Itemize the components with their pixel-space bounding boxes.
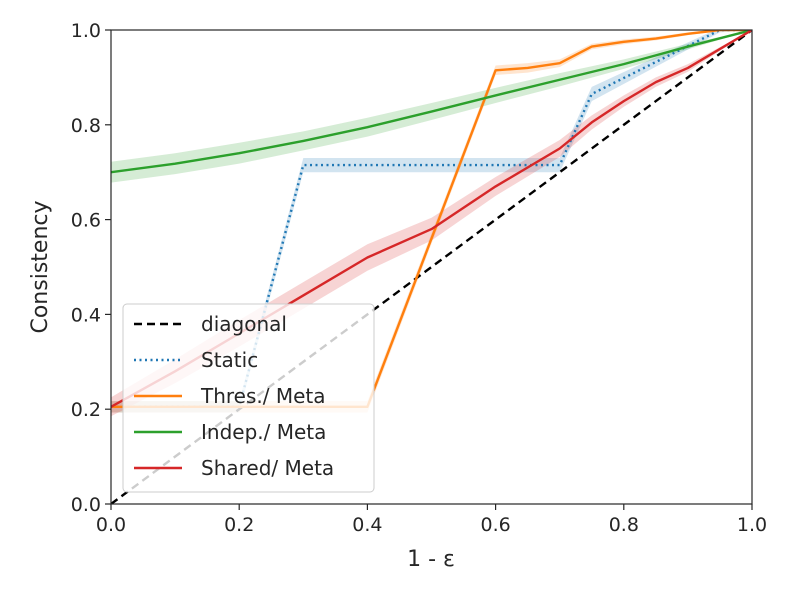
x-tick-label: 0.6 xyxy=(480,514,510,536)
x-tick-label: 0.0 xyxy=(96,514,126,536)
legend: diagonal Static Thres./ Meta Indep./ Meta Sh… xyxy=(122,303,375,493)
legend-label-shared-meta: Shared/ Meta xyxy=(201,456,334,480)
y-tick-label: 0.4 xyxy=(71,304,101,326)
plot-frame xyxy=(110,29,753,505)
legend-label-indep-meta: Indep./ Meta xyxy=(201,420,326,444)
x-tick-label: 0.8 xyxy=(609,514,639,536)
x-tick-label: 1.0 xyxy=(737,514,767,536)
y-tick-label: 0.0 xyxy=(71,494,101,516)
x-tick-label: 0.4 xyxy=(352,514,382,536)
y-tick-label: 0.6 xyxy=(71,210,101,232)
legend-frame xyxy=(122,303,375,493)
line-indep-meta xyxy=(111,30,752,174)
legend-label-thres-meta: Thres./ Meta xyxy=(200,384,326,408)
y-axis-label: Consistency xyxy=(28,200,53,333)
legend-label-diagonal: diagonal xyxy=(201,312,287,336)
x-axis-label: 1 - ε xyxy=(407,547,455,572)
x-axis-ticks: 0.0 0.2 0.4 0.6 0.8 1.0 xyxy=(96,504,767,536)
y-tick-label: 1.0 xyxy=(71,20,101,42)
line-thres-meta xyxy=(111,30,752,409)
legend-label-static: Static xyxy=(201,348,258,372)
y-axis-ticks: 0.0 0.2 0.4 0.6 0.8 1.0 xyxy=(71,20,111,516)
x-tick-label: 0.2 xyxy=(224,514,254,536)
y-tick-label: 0.2 xyxy=(71,399,101,421)
y-tick-label: 0.8 xyxy=(71,115,101,137)
band-indep-meta xyxy=(111,30,752,183)
